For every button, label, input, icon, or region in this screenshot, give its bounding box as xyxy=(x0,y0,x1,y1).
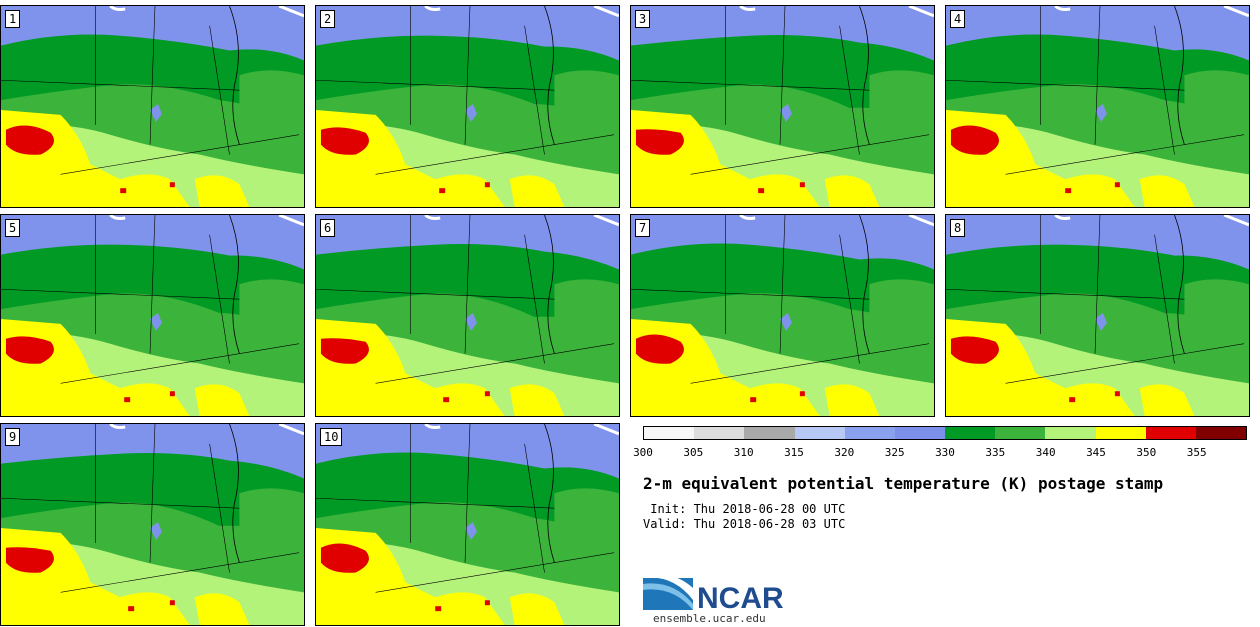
ncar-logo: NCAR xyxy=(643,573,784,614)
panel-number: 10 xyxy=(320,428,343,446)
legend-swatch xyxy=(694,427,745,439)
color-scale-legend xyxy=(643,426,1247,440)
legend-swatch xyxy=(744,427,795,439)
legend-tick-label: 335 xyxy=(985,446,1006,459)
stamp-panel: 5 xyxy=(0,214,305,417)
stamp-panel: 7 xyxy=(630,214,935,417)
stamp-panel: 9 xyxy=(0,423,305,626)
legend-tick-label: 300 xyxy=(633,446,653,459)
legend-tick-label: 325 xyxy=(884,446,905,459)
stamp-panel: 6 xyxy=(315,214,620,417)
legend-tick-label: 305 xyxy=(683,446,704,459)
panel-number: 3 xyxy=(635,10,651,28)
init-time: Init: Thu 2018-06-28 00 UTC xyxy=(643,502,846,516)
legend-swatch xyxy=(1195,427,1247,439)
valid-time: Valid: Thu 2018-06-28 03 UTC xyxy=(643,517,846,531)
legend-tick-label: 310 xyxy=(733,446,754,459)
stamp-panel: 8 xyxy=(945,214,1250,417)
stamp-panel: 4 xyxy=(945,5,1250,208)
legend-tick-label: 320 xyxy=(834,446,855,459)
legend-tick-label: 340 xyxy=(1035,446,1056,459)
legend-tick-label: 330 xyxy=(935,446,955,459)
website-url: ensemble.ucar.edu xyxy=(653,612,766,625)
legend-swatch xyxy=(995,427,1046,439)
stamp-map xyxy=(1,424,304,625)
legend-tick-label: 345 xyxy=(1086,446,1106,459)
legend-swatch xyxy=(1145,427,1196,439)
stamp-panel: 3 xyxy=(630,5,935,208)
legend-swatch xyxy=(644,427,695,439)
stamp-panel: 10 xyxy=(315,423,620,626)
stamp-panel: 1 xyxy=(0,5,305,208)
panel-number: 5 xyxy=(5,219,21,237)
panel-number: 8 xyxy=(950,219,966,237)
legend-swatch xyxy=(945,427,996,439)
stamp-panel: 2 xyxy=(315,5,620,208)
stamp-map xyxy=(946,215,1249,416)
legend-tick-label: 315 xyxy=(784,446,804,459)
panel-number: 7 xyxy=(635,219,651,237)
stamp-map xyxy=(946,6,1249,207)
panel-number: 9 xyxy=(5,428,21,446)
panel-number: 1 xyxy=(5,10,21,28)
stamp-map xyxy=(316,6,619,207)
legend-swatch xyxy=(894,427,946,439)
figure-title: 2-m equivalent potential temperature (K)… xyxy=(643,474,1164,493)
stamp-map xyxy=(316,424,619,625)
ncar-logo-text: NCAR xyxy=(697,582,784,614)
legend-swatch xyxy=(1095,427,1146,439)
stamp-map xyxy=(631,215,934,416)
legend-swatch xyxy=(844,427,895,439)
panel-number: 6 xyxy=(320,219,336,237)
legend-tick-label: 355 xyxy=(1186,446,1207,459)
legend-swatch xyxy=(1045,427,1096,439)
legend-tick-label: 350 xyxy=(1136,446,1157,459)
stamp-map xyxy=(631,6,934,207)
panel-number: 2 xyxy=(320,10,336,28)
stamp-map xyxy=(1,6,304,207)
legend-swatch xyxy=(794,427,845,439)
stamp-map xyxy=(316,215,619,416)
panel-number: 4 xyxy=(950,10,966,28)
stamp-map xyxy=(1,215,304,416)
